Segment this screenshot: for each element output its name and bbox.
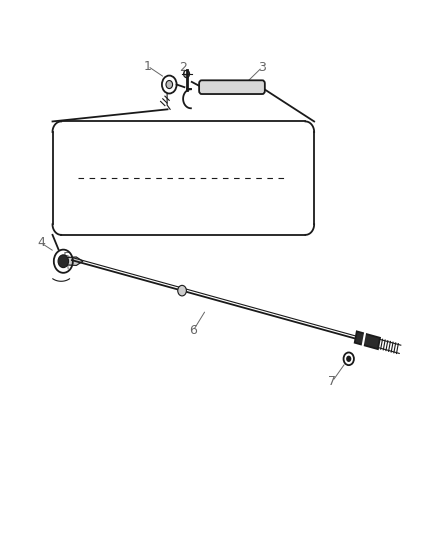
Circle shape (58, 255, 69, 268)
Text: 6: 6 (189, 325, 197, 337)
Text: 2: 2 (180, 61, 187, 74)
Circle shape (178, 285, 187, 296)
Circle shape (346, 356, 351, 362)
Circle shape (166, 80, 173, 88)
Polygon shape (64, 257, 83, 265)
Circle shape (343, 352, 354, 365)
Polygon shape (355, 332, 380, 349)
Text: 3: 3 (258, 61, 266, 74)
Text: 4: 4 (37, 236, 45, 249)
Text: 7: 7 (328, 375, 336, 388)
Text: 5: 5 (63, 251, 71, 263)
Text: 1: 1 (144, 60, 152, 72)
FancyBboxPatch shape (199, 80, 265, 94)
